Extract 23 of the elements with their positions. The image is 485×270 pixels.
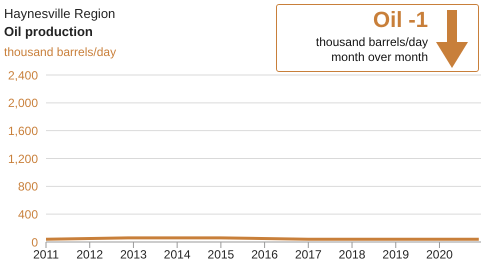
- x-tick-label: 2016: [251, 248, 278, 262]
- y-tick-label: 2,400: [8, 68, 38, 82]
- x-tick-label: 2014: [164, 248, 191, 262]
- x-tick-label: 2018: [338, 248, 366, 262]
- x-tick-label: 2011: [33, 248, 60, 262]
- x-tick-label: 2012: [76, 248, 104, 262]
- text: Oil -1: [372, 7, 428, 33]
- chart-title: Haynesville Region: [4, 6, 116, 21]
- y-tick-label: 800: [18, 180, 38, 194]
- text: thousand barrels/day: [316, 35, 428, 50]
- x-tick-label: 2019: [382, 248, 410, 262]
- text: month over month: [330, 50, 428, 65]
- y-tick-label: 1,600: [8, 124, 38, 138]
- x-tick-label: 2017: [294, 248, 322, 262]
- x-tick-label: 2015: [208, 248, 235, 262]
- x-tick-label: 2020: [426, 248, 454, 262]
- y-tick-label: 400: [18, 207, 38, 222]
- chart-subtitle: Oil production: [4, 24, 93, 39]
- x-tick-label: 2013: [120, 248, 148, 262]
- y-tick-label: 2,000: [8, 96, 38, 110]
- y-tick-label: 1,200: [8, 152, 38, 166]
- y-tick-label: 0: [31, 235, 38, 250]
- y-axis-title: thousand barrels/day: [4, 45, 116, 59]
